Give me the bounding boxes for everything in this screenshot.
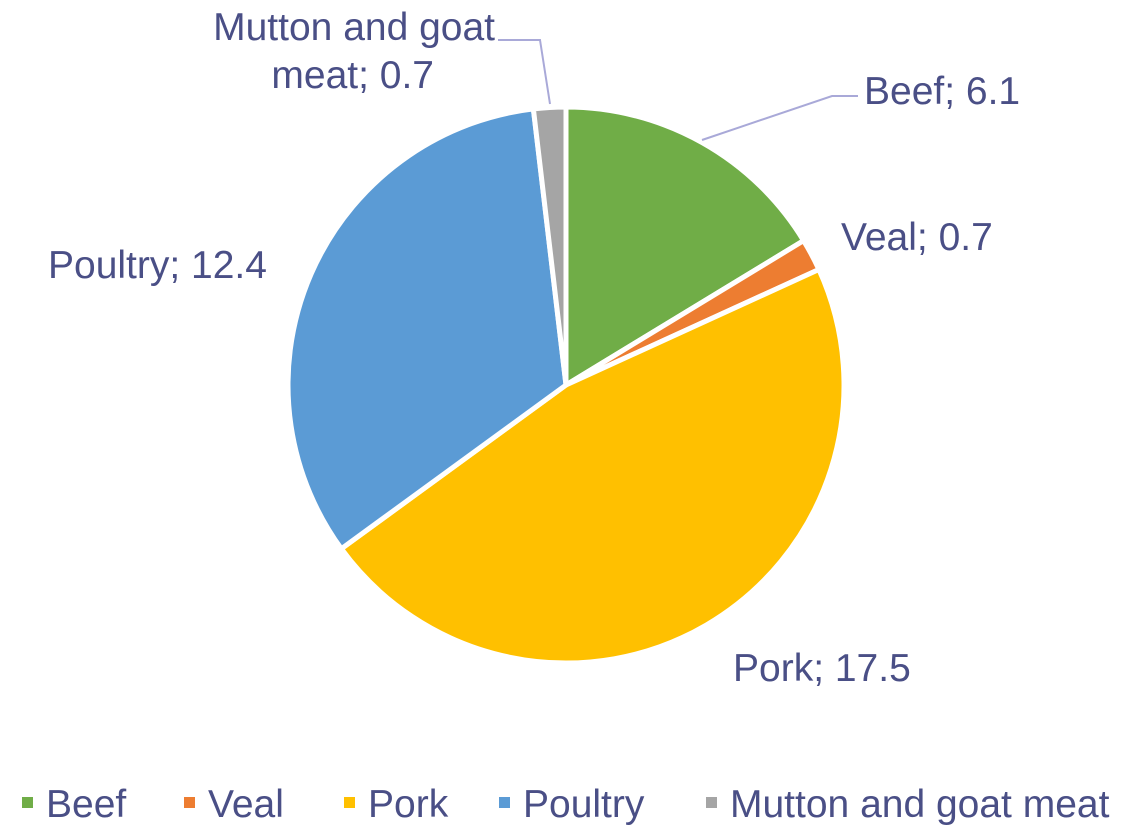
leader-line-mutton [498, 39, 551, 105]
legend-swatch-poultry [499, 797, 510, 808]
legend-label-veal: Veal [208, 783, 284, 825]
legend-label-poultry: Poultry [523, 783, 645, 825]
data-label-veal: Veal; 0.7 [841, 216, 993, 259]
pie-slice-beef [563, 104, 807, 388]
data-label-mutton-line2: meat; 0.7 [271, 54, 434, 97]
data-label-poultry: Poultry; 12.4 [48, 244, 267, 287]
legend-swatch-pork [344, 797, 355, 808]
pie-slice-pork [338, 267, 847, 666]
legend-swatch-beef [22, 797, 33, 808]
legend: Beef Veal Pork Poultry Mutton and goat m… [22, 783, 1110, 825]
legend-swatch-veal [184, 797, 195, 808]
pie-slice-mutton-and-goat-meat [530, 104, 569, 388]
pie-slices [285, 104, 847, 666]
data-label-mutton-line1: Mutton and goat [213, 6, 495, 49]
legend-label-beef: Beef [46, 783, 126, 825]
data-label-pork: Pork; 17.5 [733, 647, 911, 690]
data-label-beef: Beef; 6.1 [864, 70, 1020, 113]
legend-label-pork: Pork [368, 783, 449, 825]
legend-swatch-mutton [706, 797, 717, 808]
pie-slice-poultry [285, 106, 569, 552]
leader-line-beef [701, 95, 858, 141]
legend-label-mutton: Mutton and goat meat [730, 783, 1110, 825]
